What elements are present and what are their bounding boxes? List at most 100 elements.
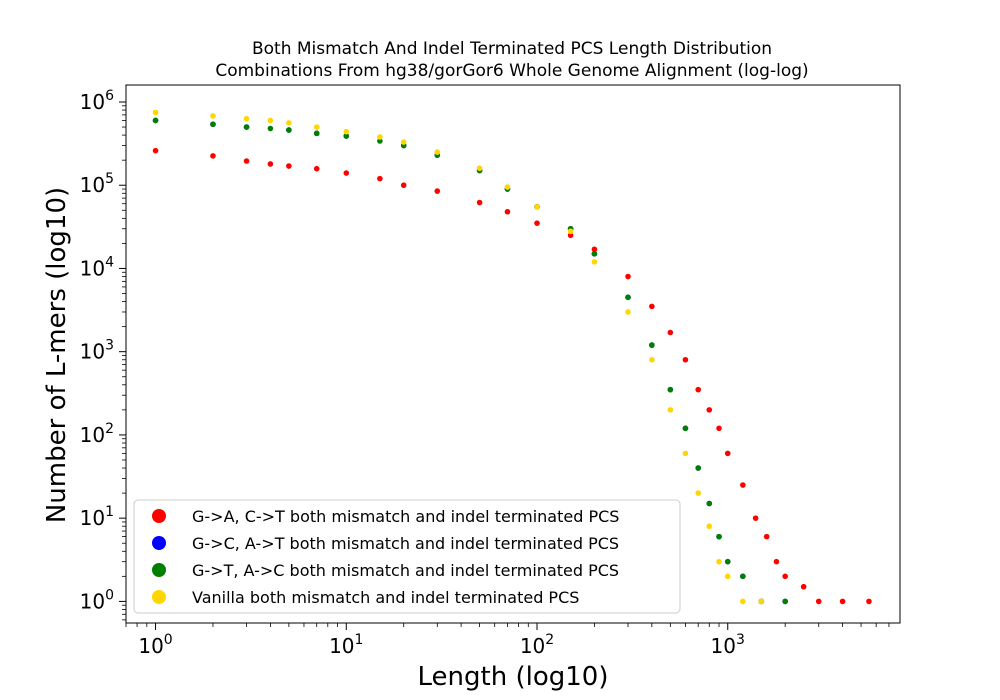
x-tick-base: 10 <box>711 634 736 658</box>
series-3 <box>152 109 765 605</box>
data-point <box>782 598 788 605</box>
x-tick-label: 100 <box>138 632 172 658</box>
data-point <box>740 482 746 488</box>
x-tick-base: 10 <box>329 634 354 658</box>
data-point <box>567 228 574 235</box>
legend-marker <box>152 536 166 550</box>
legend-marker <box>152 509 166 523</box>
data-point <box>400 182 407 189</box>
data-point <box>649 356 655 363</box>
x-axis-label: Length (log10) <box>418 662 609 692</box>
y-tick-exponent: 3 <box>105 338 114 354</box>
data-point <box>313 165 320 172</box>
data-point <box>724 558 731 565</box>
data-point <box>716 558 722 565</box>
data-point <box>210 121 216 128</box>
data-point <box>476 199 483 206</box>
data-point <box>815 598 822 605</box>
chart-title-line-1: Both Mismatch And Indel Terminated PCS L… <box>252 39 772 59</box>
data-point <box>243 124 250 130</box>
y-tick-label: 104 <box>80 254 114 280</box>
data-point <box>434 188 441 194</box>
data-point <box>716 425 722 432</box>
data-point <box>706 500 713 507</box>
y-tick-base: 10 <box>80 506 105 530</box>
legend-label: G->T, A->C both mismatch and indel termi… <box>192 561 619 580</box>
y-tick-label: 101 <box>80 504 114 530</box>
data-point <box>267 117 274 124</box>
legend-label: G->C, A->T both mismatch and indel termi… <box>192 534 619 553</box>
y-tick-label: 102 <box>80 421 114 447</box>
data-point <box>740 598 746 605</box>
data-point <box>724 573 731 580</box>
data-point <box>682 425 689 432</box>
y-axis-label: Number of L-mers (log10) <box>42 187 72 523</box>
y-tick-exponent: 2 <box>105 421 114 437</box>
data-point <box>243 115 250 122</box>
data-point <box>682 356 689 363</box>
data-point <box>286 163 292 169</box>
data-point <box>649 342 655 348</box>
x-tick-label: 101 <box>329 632 363 658</box>
data-point <box>625 273 631 280</box>
legend: G->A, C->T both mismatch and indel termi… <box>133 499 681 614</box>
data-point <box>724 450 731 457</box>
data-point <box>152 109 159 116</box>
data-point <box>267 125 274 132</box>
legend-marker <box>152 563 166 577</box>
chart-title-line-2: Combinations From hg38/gorGor6 Whole Gen… <box>215 61 808 81</box>
data-point <box>400 139 407 145</box>
x-tick-base: 10 <box>520 634 545 658</box>
data-point <box>740 573 746 580</box>
data-point <box>343 128 350 135</box>
legend-label: G->A, C->T both mismatch and indel termi… <box>192 507 619 526</box>
data-point <box>267 161 274 167</box>
data-point <box>763 533 770 540</box>
data-point <box>313 124 320 130</box>
data-point <box>591 259 598 265</box>
plot-frame <box>125 84 901 624</box>
data-point <box>377 134 383 140</box>
y-tick-exponent: 5 <box>105 171 114 187</box>
data-point <box>377 175 383 182</box>
data-point <box>313 130 320 137</box>
x-tick-base: 10 <box>138 634 163 658</box>
data-point <box>286 120 292 126</box>
data-point <box>695 490 701 496</box>
y-tick-base: 10 <box>80 173 105 197</box>
x-tick-exponent: 0 <box>164 632 173 648</box>
data-point <box>649 303 655 310</box>
data-point <box>667 386 674 393</box>
data-point <box>286 127 292 133</box>
y-tick-label: 105 <box>80 171 114 197</box>
y-tick-exponent: 1 <box>105 504 114 520</box>
data-point <box>504 184 511 190</box>
data-point <box>625 309 631 315</box>
y-tick-label: 103 <box>80 338 114 364</box>
data-point <box>695 465 701 471</box>
x-tick-exponent: 2 <box>545 632 554 648</box>
data-point <box>504 208 511 215</box>
y-tick-base: 10 <box>80 340 105 364</box>
data-point <box>752 515 759 521</box>
data-points <box>152 109 872 605</box>
data-point <box>758 598 765 605</box>
data-point <box>695 386 701 393</box>
x-tick-label: 103 <box>711 632 745 658</box>
data-point <box>567 232 574 239</box>
data-point <box>534 220 540 226</box>
y-tick-base: 10 <box>80 90 105 114</box>
y-tick-exponent: 6 <box>105 88 114 104</box>
data-point <box>625 294 631 301</box>
data-point <box>210 113 216 119</box>
data-point <box>682 450 689 457</box>
data-point <box>152 117 159 124</box>
data-point <box>591 251 598 257</box>
data-point <box>210 153 216 159</box>
data-point <box>476 165 483 172</box>
legend-box <box>133 499 681 614</box>
data-point <box>706 523 713 530</box>
data-point <box>782 573 788 580</box>
